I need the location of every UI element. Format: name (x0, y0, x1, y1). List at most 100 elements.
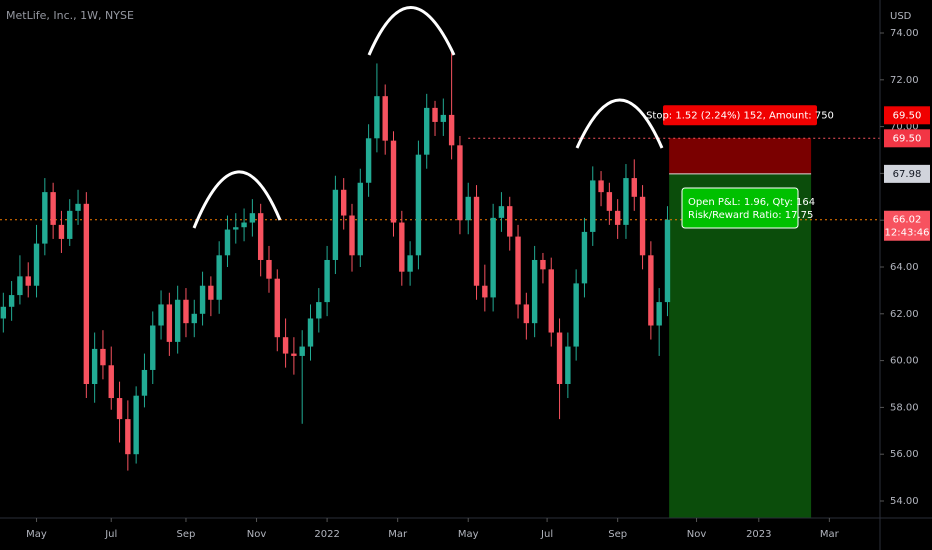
y-tick-label: 54.00 (890, 496, 919, 507)
candle-body (100, 348, 106, 366)
y-tick-label: 72.00 (890, 75, 919, 86)
candle-body (648, 255, 654, 326)
candle-body (332, 189, 339, 260)
currency: USD (890, 11, 912, 22)
candle-body (174, 299, 181, 342)
candle-body (150, 325, 156, 370)
candle-body (390, 140, 397, 223)
candle-body (424, 107, 430, 155)
candle-body (158, 304, 164, 326)
candle-body (656, 302, 662, 326)
candle-body (249, 213, 256, 223)
candle-body (0, 306, 7, 319)
candle-body (374, 96, 380, 139)
candle-body (523, 304, 530, 324)
candle-body (515, 236, 521, 305)
pnl-label: Open P&L: 1.96, Qty: 164 (688, 197, 815, 208)
price-label-box (884, 210, 930, 241)
x-tick-label: Nov (687, 529, 707, 540)
candle-body (166, 304, 173, 342)
candle-body (266, 259, 272, 279)
candle-body (233, 227, 239, 230)
candle-body (8, 295, 15, 307)
candle-body (498, 206, 505, 218)
candle-body (614, 210, 621, 225)
candle-body (291, 353, 297, 356)
candle-body (664, 219, 671, 303)
x-tick-label: May (458, 529, 479, 540)
candle-body (581, 231, 588, 284)
candle-body (25, 276, 31, 286)
candle-body (208, 285, 214, 300)
candle-body (440, 114, 447, 122)
pnl-box (681, 187, 799, 229)
price-label: 69.50 (893, 133, 922, 144)
shoulder-arc (192, 170, 282, 229)
price-label: 69.50 (893, 110, 922, 121)
candle-body (216, 255, 222, 300)
candle-body (307, 318, 314, 347)
price-label-box (884, 106, 930, 125)
candle-body (606, 192, 613, 211)
x-tick-label: 2023 (746, 529, 771, 540)
candle-body (282, 337, 289, 354)
y-tick-label: 58.00 (890, 402, 919, 413)
candle-body (340, 189, 347, 216)
candle-body (590, 180, 596, 232)
candle-body (432, 107, 438, 122)
y-tick-label: 56.00 (890, 449, 919, 460)
candle-body (141, 369, 148, 396)
candle-body (199, 285, 206, 314)
candle-body (573, 283, 579, 347)
candle-body (133, 395, 139, 455)
candle-body (75, 203, 81, 211)
candle-body (42, 192, 48, 244)
candle-body (565, 346, 571, 384)
candle-body (299, 346, 305, 356)
candle-body (67, 210, 73, 239)
candle-body (349, 215, 355, 256)
candle-body (241, 222, 247, 228)
candle-body (540, 259, 546, 270)
candle-body (623, 178, 629, 225)
candle-body (556, 332, 563, 384)
x-tick-label: Sep (608, 529, 627, 540)
ratio-label: Risk/Reward Ratio: 17.75 (688, 210, 813, 221)
candle-body (316, 302, 322, 319)
candle-body (457, 145, 463, 221)
x-tick-label: Mar (820, 529, 840, 540)
stop-label-box (663, 105, 817, 126)
candle-body (17, 276, 23, 296)
candle-body (33, 243, 40, 286)
candle-body (365, 138, 372, 183)
price-label: 66.02 (893, 215, 922, 226)
candle-body (448, 114, 455, 146)
chart-title: MetLife, Inc., 1W, NYSE (6, 9, 134, 22)
x-tick-label: Jul (540, 529, 553, 540)
y-tick-label: 64.00 (890, 262, 919, 273)
candle-body (465, 196, 471, 221)
x-tick-label: Sep (177, 529, 196, 540)
candle-body (407, 255, 413, 272)
target-zone (669, 173, 812, 519)
shoulder-arc (575, 98, 664, 149)
candle-body (473, 196, 480, 286)
candle-body (631, 178, 637, 197)
candle-body (482, 285, 488, 298)
candle-body (91, 348, 98, 384)
candle-body (58, 224, 65, 239)
candle-body (224, 229, 231, 256)
candle-body (116, 398, 123, 420)
price-label-box (884, 164, 930, 183)
candle-body (257, 213, 264, 260)
candle-body (83, 203, 90, 384)
x-tick-label: Nov (247, 529, 267, 540)
y-tick-label: 74.00 (890, 28, 919, 39)
candle-body (357, 182, 364, 256)
candle-body (191, 313, 197, 324)
candle-body (490, 217, 496, 298)
x-tick-label: Mar (388, 529, 408, 540)
candle-body (399, 222, 405, 272)
price-label-time: 12:43:46 (885, 228, 930, 239)
x-tick-label: 2022 (314, 529, 339, 540)
